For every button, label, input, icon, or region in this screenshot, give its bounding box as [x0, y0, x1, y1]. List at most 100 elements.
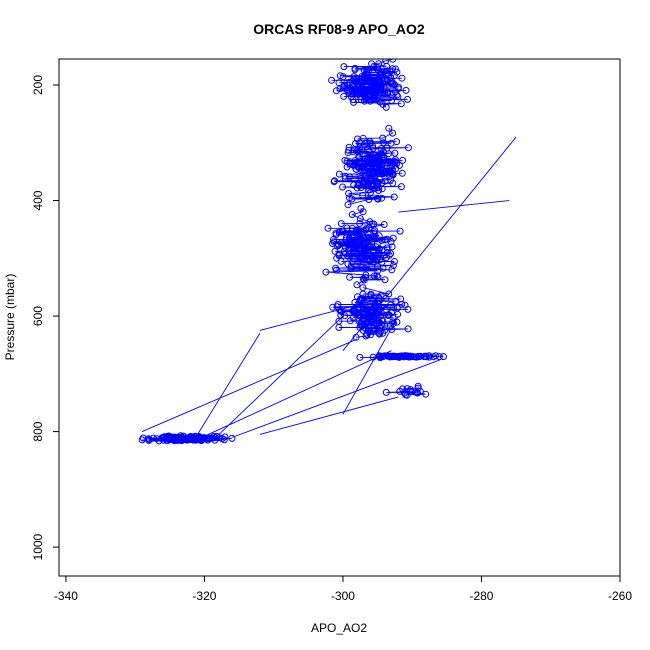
- data-point: [356, 93, 364, 100]
- data-point: [356, 139, 364, 147]
- data-point: [375, 187, 383, 194]
- data-point: [359, 191, 367, 199]
- data-point: [390, 193, 398, 201]
- data-point: [339, 228, 347, 236]
- data-point: [415, 353, 423, 361]
- x-axis-label: APO_AO2: [311, 621, 367, 635]
- x-tick-label: -300: [331, 589, 355, 603]
- data-point: [388, 326, 396, 333]
- transect-line: [398, 200, 510, 213]
- data-layer: [138, 59, 517, 445]
- data-point: [363, 66, 371, 74]
- data-point: [370, 272, 378, 280]
- data-point: [396, 227, 404, 235]
- data-point: [367, 331, 375, 339]
- data-point: [332, 87, 340, 95]
- data-point: [354, 135, 361, 143]
- data-point: [379, 170, 387, 178]
- data-point: [366, 97, 374, 105]
- y-axis: 200 400 600 800 1000: [31, 75, 60, 560]
- data-point: [373, 272, 381, 280]
- data-point: [175, 436, 183, 444]
- data-point: [208, 434, 215, 442]
- data-point: [413, 353, 420, 361]
- data-point: [178, 437, 186, 445]
- y-tick-label: 1000: [31, 533, 45, 560]
- data-point: [375, 90, 383, 98]
- data-point: [359, 208, 367, 216]
- transect-line: [259, 396, 399, 435]
- data-point: [365, 257, 373, 265]
- data-point: [378, 71, 386, 78]
- data-point: [335, 324, 343, 331]
- data-point: [360, 305, 368, 313]
- data-point: [399, 156, 407, 164]
- data-point: [356, 215, 364, 223]
- data-point: [400, 353, 408, 361]
- data-point: [170, 437, 178, 445]
- data-point: [391, 81, 399, 89]
- y-tick-label: 400: [31, 190, 45, 210]
- data-point: [381, 276, 389, 284]
- data-point: [173, 436, 181, 444]
- data-point: [397, 183, 405, 191]
- data-point: [339, 183, 347, 191]
- data-point: [356, 220, 364, 227]
- data-point: [345, 88, 353, 96]
- data-point: [193, 436, 201, 443]
- data-point: [389, 179, 397, 187]
- transect-line: [342, 136, 517, 351]
- data-point: [138, 436, 146, 444]
- data-point: [204, 436, 212, 444]
- data-point: [353, 184, 361, 192]
- data-point: [390, 258, 398, 265]
- data-point: [385, 150, 393, 158]
- data-point: [365, 196, 373, 203]
- data-point: [379, 317, 387, 325]
- data-point: [402, 86, 410, 94]
- x-tick-label: -320: [192, 589, 216, 603]
- data-point: [367, 189, 375, 196]
- data-point: [362, 226, 370, 234]
- data-point: [343, 163, 351, 171]
- data-point: [350, 98, 358, 106]
- data-point: [356, 304, 364, 312]
- data-point: [392, 297, 400, 305]
- data-point: [382, 295, 390, 302]
- data-point: [389, 353, 397, 361]
- data-point: [386, 353, 394, 361]
- data-point: [376, 330, 383, 338]
- transect-line: [197, 333, 261, 435]
- data-point: [160, 436, 167, 444]
- transect-line: [259, 301, 371, 331]
- data-point: [382, 388, 390, 396]
- data-point: [382, 254, 390, 262]
- data-point: [439, 353, 447, 361]
- transect-line: [342, 315, 399, 415]
- data-point: [388, 80, 396, 88]
- data-point: [345, 78, 353, 86]
- data-point: [361, 264, 369, 272]
- data-point: [403, 391, 411, 399]
- data-point: [153, 435, 161, 443]
- data-point: [425, 353, 433, 361]
- data-point: [394, 93, 402, 101]
- x-tick-label: -280: [469, 589, 493, 603]
- data-point: [430, 353, 438, 361]
- data-point: [388, 266, 396, 274]
- y-axis-label: Pressure (mbar): [3, 274, 17, 361]
- data-point: [422, 390, 430, 398]
- data-point: [335, 170, 343, 178]
- data-point: [352, 140, 359, 147]
- data-point: [369, 258, 377, 266]
- data-point: [337, 257, 345, 265]
- data-point: [370, 66, 378, 74]
- x-tick-label: -260: [608, 589, 632, 603]
- data-point: [341, 172, 349, 180]
- data-point: [404, 144, 412, 152]
- data-point: [387, 79, 395, 87]
- data-point: [348, 224, 356, 232]
- data-point: [228, 434, 236, 442]
- data-point: [388, 243, 396, 251]
